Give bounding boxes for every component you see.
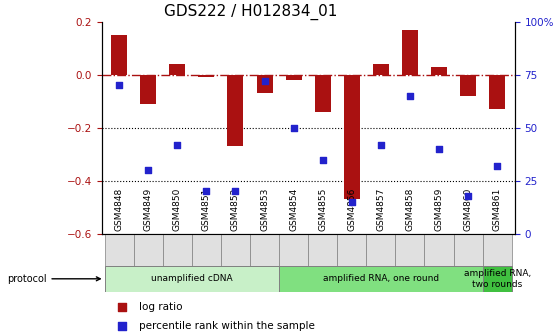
- Text: GSM4856: GSM4856: [347, 187, 356, 231]
- Text: GSM4853: GSM4853: [260, 187, 269, 231]
- Bar: [373, 64, 389, 75]
- Point: [492, 98, 501, 103]
- Bar: [286, 75, 301, 80]
- Text: protocol: protocol: [7, 274, 100, 284]
- Bar: [111, 35, 127, 75]
- Text: percentile rank within the sample: percentile rank within the sample: [139, 321, 315, 331]
- Point: [435, 146, 444, 152]
- Point: [173, 142, 182, 148]
- FancyBboxPatch shape: [337, 234, 366, 265]
- FancyBboxPatch shape: [192, 234, 221, 265]
- Point: [492, 273, 501, 279]
- Text: GSM4850: GSM4850: [173, 187, 182, 231]
- Point: [347, 199, 356, 205]
- Point: [406, 93, 415, 98]
- Bar: [489, 75, 505, 109]
- FancyBboxPatch shape: [279, 234, 308, 265]
- FancyBboxPatch shape: [483, 266, 512, 292]
- Point: [114, 83, 123, 88]
- Bar: [257, 75, 272, 93]
- Bar: [431, 67, 447, 75]
- Point: [231, 188, 240, 194]
- Bar: [198, 75, 214, 77]
- Point: [377, 142, 386, 148]
- Text: unamplified cDNA: unamplified cDNA: [151, 274, 233, 283]
- Point: [202, 188, 211, 194]
- Bar: [169, 64, 185, 75]
- Text: amplified RNA,
two rounds: amplified RNA, two rounds: [464, 269, 531, 289]
- FancyBboxPatch shape: [483, 234, 512, 265]
- FancyBboxPatch shape: [134, 234, 163, 265]
- FancyBboxPatch shape: [425, 234, 454, 265]
- Bar: [460, 75, 476, 96]
- Bar: [402, 30, 418, 75]
- Bar: [228, 75, 243, 146]
- FancyBboxPatch shape: [308, 234, 337, 265]
- Bar: [344, 75, 360, 199]
- Point: [493, 163, 502, 169]
- FancyBboxPatch shape: [279, 266, 483, 292]
- Text: GSM4854: GSM4854: [289, 187, 298, 231]
- Text: GDS222 / H012834_01: GDS222 / H012834_01: [163, 4, 337, 20]
- Point: [260, 78, 269, 84]
- FancyBboxPatch shape: [366, 234, 396, 265]
- Text: amplified RNA, one round: amplified RNA, one round: [323, 274, 439, 283]
- FancyBboxPatch shape: [221, 234, 250, 265]
- Point: [318, 157, 327, 162]
- Bar: [140, 75, 156, 104]
- Text: GSM4860: GSM4860: [464, 187, 473, 231]
- Text: GSM4852: GSM4852: [231, 187, 240, 231]
- Text: GSM4861: GSM4861: [493, 187, 502, 231]
- Text: GSM4848: GSM4848: [114, 187, 124, 231]
- Text: GSM4859: GSM4859: [435, 187, 444, 231]
- Point: [464, 193, 473, 198]
- FancyBboxPatch shape: [396, 234, 425, 265]
- FancyBboxPatch shape: [454, 234, 483, 265]
- FancyBboxPatch shape: [163, 234, 192, 265]
- FancyBboxPatch shape: [104, 234, 134, 265]
- FancyBboxPatch shape: [250, 234, 279, 265]
- Text: GSM4849: GSM4849: [143, 187, 153, 231]
- Text: log ratio: log ratio: [139, 302, 182, 312]
- Text: GSM4851: GSM4851: [202, 187, 211, 231]
- Text: GSM4857: GSM4857: [376, 187, 386, 231]
- Text: GSM4855: GSM4855: [318, 187, 327, 231]
- Point: [144, 167, 153, 173]
- Point: [289, 125, 298, 130]
- FancyBboxPatch shape: [104, 266, 279, 292]
- Bar: [315, 75, 331, 112]
- Text: GSM4858: GSM4858: [406, 187, 415, 231]
